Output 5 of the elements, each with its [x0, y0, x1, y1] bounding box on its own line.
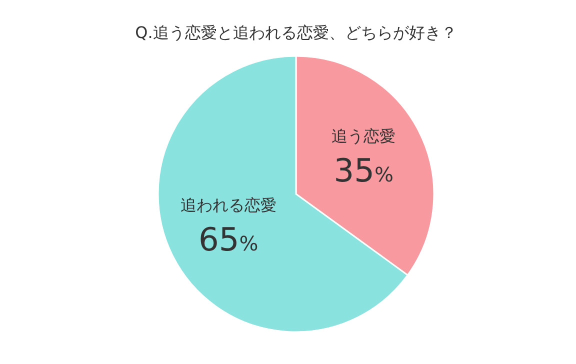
slice-label: 追う恋愛	[332, 126, 396, 146]
data-label: 65%	[198, 220, 258, 258]
slice-label: 追われる恋愛	[180, 195, 276, 214]
chart-title: Q.追う恋愛と追われる恋愛、どちらが好き？	[135, 23, 457, 42]
data-label: 35%	[334, 152, 394, 190]
